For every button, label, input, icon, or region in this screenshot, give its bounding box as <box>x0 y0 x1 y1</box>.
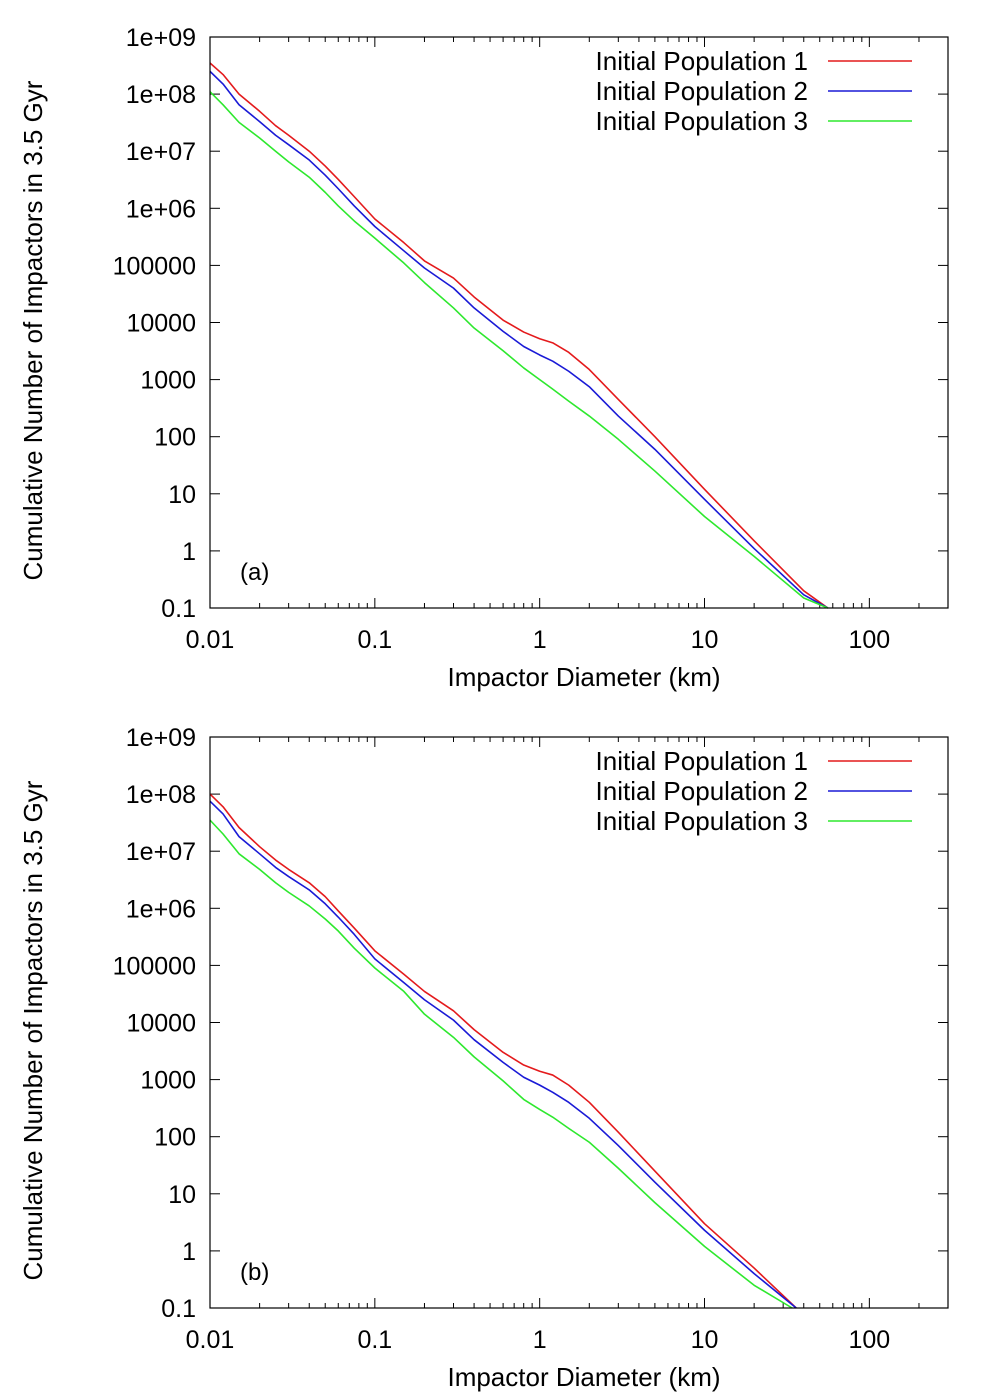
legend-label: Initial Population 3 <box>596 106 808 136</box>
y-tick-label: 1e+06 <box>126 195 196 223</box>
y-tick-label: 1 <box>182 538 196 566</box>
y-tick-label: 100000 <box>113 952 196 980</box>
y-tick-label: 1e+07 <box>126 838 196 866</box>
y-tick-label: 10000 <box>126 1010 196 1038</box>
y-tick-label: 10 <box>168 481 196 509</box>
y-tick-label: 10000 <box>126 310 196 338</box>
legend-label: Initial Population 1 <box>596 46 808 76</box>
panel-label: (a) <box>240 559 269 586</box>
x-tick-label: 100 <box>848 1326 890 1354</box>
y-tick-label: 1000 <box>140 367 196 395</box>
x-tick-label: 100 <box>848 626 890 654</box>
y-tick-label: 1e+09 <box>126 724 196 752</box>
y-tick-label: 1000 <box>140 1067 196 1095</box>
legend-label: Initial Population 1 <box>596 746 808 776</box>
axis-ticks <box>209 36 948 609</box>
x-tick-label: 10 <box>691 1326 719 1354</box>
x-tick-label: 1 <box>533 626 547 654</box>
x-tick-label: 10 <box>691 626 719 654</box>
y-tick-label: 1e+09 <box>126 24 196 52</box>
y-tick-label: 100 <box>154 1124 196 1152</box>
x-tick-label: 0.1 <box>357 626 392 654</box>
y-tick-label: 100000 <box>113 252 196 280</box>
axis-ticks <box>209 736 948 1309</box>
x-axis-title: Impactor Diameter (km) <box>447 1362 720 1392</box>
series-line-population-1 <box>209 793 797 1309</box>
y-tick-label: 1e+08 <box>126 781 196 809</box>
series-line-population-1 <box>209 62 829 609</box>
series-line-population-2 <box>209 70 829 609</box>
y-tick-label: 1 <box>182 1238 196 1266</box>
panel-label: (b) <box>240 1259 269 1286</box>
x-tick-label: 0.01 <box>186 1326 235 1354</box>
series-line-population-3 <box>209 819 793 1309</box>
x-tick-label: 0.1 <box>357 1326 392 1354</box>
x-tick-label: 1 <box>533 1326 547 1354</box>
y-tick-label: 10 <box>168 1181 196 1209</box>
y-tick-label: 0.1 <box>161 1295 196 1323</box>
chart-panel-b: 0.01 0.1 1 10 100 0.1 1 10 100 1000 10000 100000 1e+… <box>18 724 949 1392</box>
y-axis-title: Cumulative Number of Impactors in 3.5 Gy… <box>18 780 48 1280</box>
y-tick-label: 1e+06 <box>126 895 196 923</box>
y-tick-label: 1e+07 <box>126 138 196 166</box>
plot-frame <box>209 36 949 609</box>
plot-frame <box>209 736 949 1309</box>
legend-label: Initial Population 3 <box>596 806 808 836</box>
y-tick-label: 100 <box>154 424 196 452</box>
series-line-population-2 <box>209 800 797 1309</box>
x-tick-label: 0.01 <box>186 626 235 654</box>
chart-panel-a: 0.01 0.1 1 10 100 0.1 1 10 100 1000 10000 100000 1e+… <box>18 24 949 692</box>
y-axis-title: Cumulative Number of Impactors in 3.5 Gy… <box>18 80 48 580</box>
y-tick-label: 0.1 <box>161 595 196 623</box>
series-line-population-3 <box>209 91 829 609</box>
y-tick-label: 1e+08 <box>126 81 196 109</box>
legend-label: Initial Population 2 <box>596 776 808 806</box>
x-axis-title: Impactor Diameter (km) <box>447 662 720 692</box>
legend-label: Initial Population 2 <box>596 76 808 106</box>
